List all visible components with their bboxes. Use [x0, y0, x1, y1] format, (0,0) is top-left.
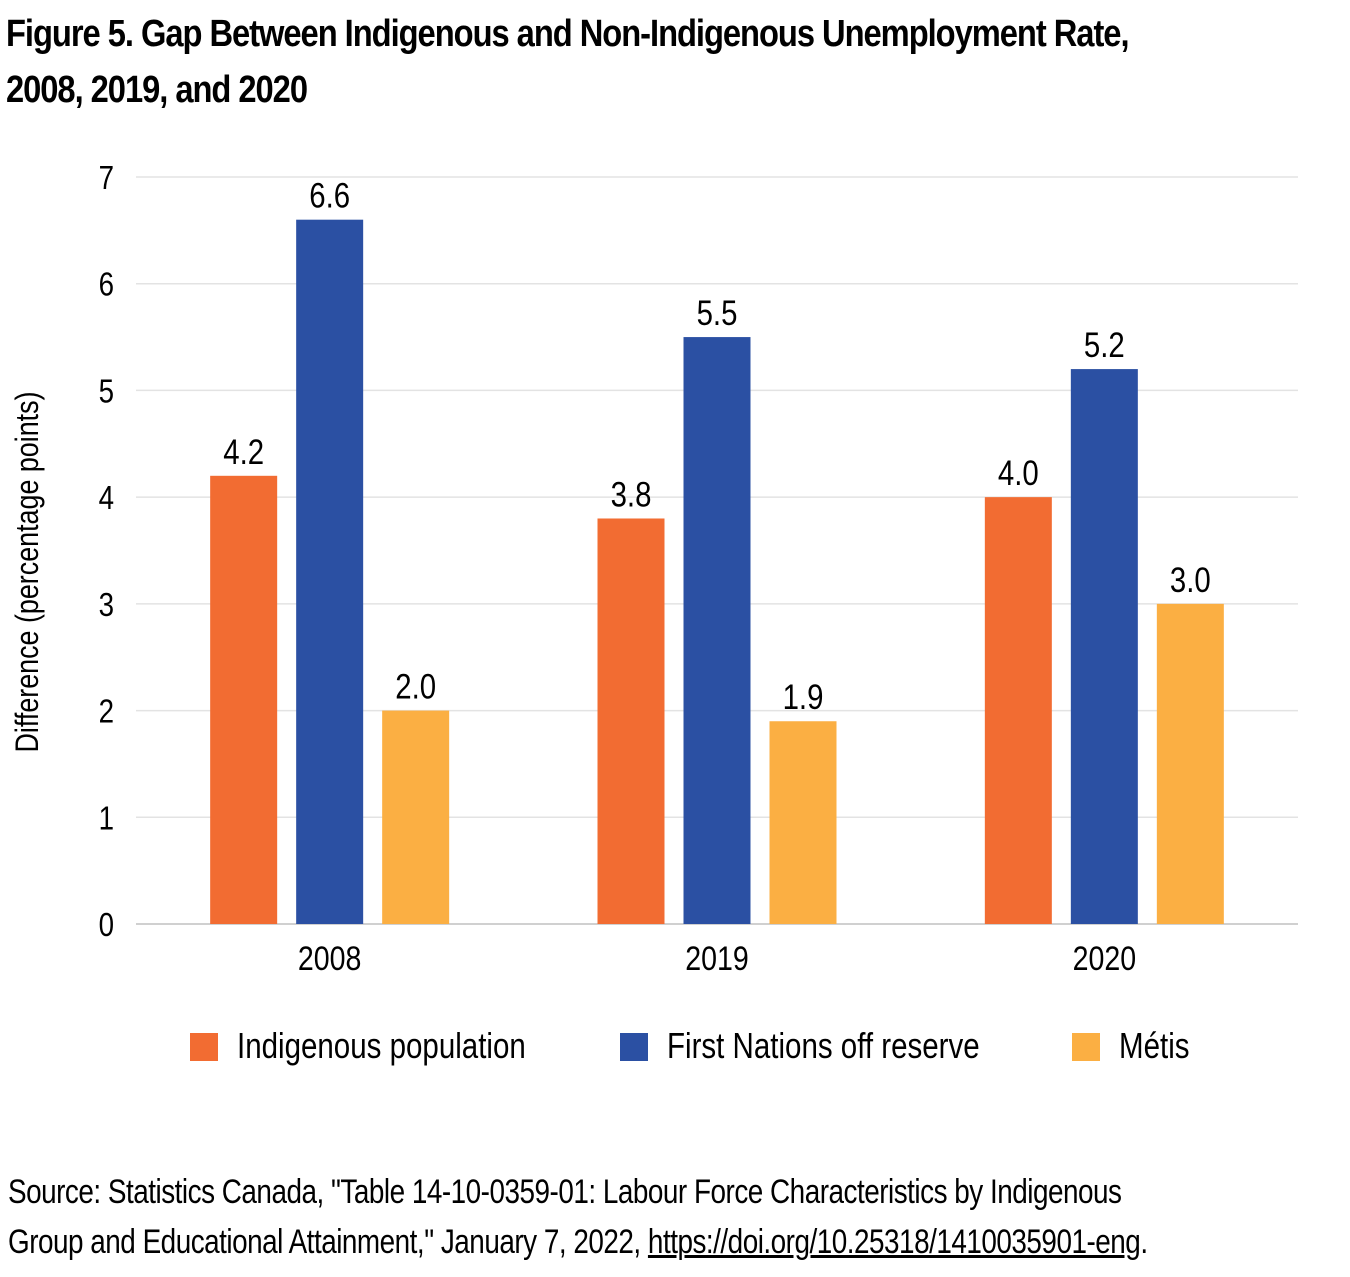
bar-2020-0	[984, 497, 1052, 924]
bar-2020-1	[1070, 369, 1138, 925]
bar-value-label: 4.2	[223, 432, 264, 471]
bar-value-label: 5.5	[697, 294, 738, 333]
chart-title: Figure 5. Gap Between Indigenous and Non…	[6, 6, 1158, 118]
bar-2019-0	[597, 518, 665, 924]
y-tick-label: 7	[99, 160, 114, 197]
y-tick-label: 5	[99, 373, 114, 410]
legend-swatch	[620, 1033, 648, 1061]
x-tick-label: 2019	[685, 940, 749, 978]
source-note: Source: Statistics Canada, "Table 14-10-…	[8, 1167, 1156, 1267]
bar-value-labels: 4.2 6.6 2.0 3.8 5.5 1.9 4.0 5.2 3.0	[223, 176, 1211, 717]
bar-value-label: 2.0	[395, 667, 436, 706]
bar-2019-1	[683, 337, 751, 925]
bar-2008-2	[382, 710, 450, 924]
legend-label: Métis	[1119, 1025, 1190, 1065]
legend-label: First Nations off reserve	[667, 1025, 980, 1065]
bar-value-label: 5.2	[1084, 326, 1125, 365]
chart-title-line-2: 2008, 2019, and 2020	[6, 69, 308, 111]
y-axis-label: Difference (percentage points)	[10, 391, 46, 752]
bar-value-label: 3.0	[1170, 560, 1211, 599]
bar-2008-1	[296, 219, 364, 924]
bar-value-label: 1.9	[783, 678, 824, 717]
x-axis-ticks: 2008 2019 2020	[298, 940, 1136, 978]
source-line-2: Group and Educational Attainment," Janua…	[8, 1217, 1156, 1267]
y-axis-ticks: 0 1 2 3 4 5 6 7	[99, 160, 114, 944]
y-tick-label: 3	[99, 587, 114, 624]
bar-value-label: 6.6	[309, 176, 350, 215]
source-link[interactable]: https://doi.org/10.25318/1410035901-eng	[647, 1223, 1141, 1261]
y-tick-label: 1	[99, 800, 114, 837]
source-line-1: Source: Statistics Canada, "Table 14-10-…	[8, 1173, 1122, 1211]
x-tick-label: 2020	[1073, 940, 1137, 978]
y-tick-label: 0	[99, 907, 114, 944]
legend-label: Indigenous population	[237, 1025, 526, 1065]
chart-title-line-1: Figure 5. Gap Between Indigenous and Non…	[6, 13, 1130, 55]
bar-2008-0	[210, 475, 278, 924]
bar-2020-2	[1156, 603, 1224, 924]
bar-value-label: 3.8	[611, 475, 652, 514]
legend-swatch	[1072, 1033, 1100, 1061]
legend-swatch	[190, 1033, 218, 1061]
y-tick-label: 6	[99, 266, 114, 303]
x-tick-label: 2008	[298, 940, 362, 978]
y-tick-label: 2	[99, 693, 114, 730]
bar-value-label: 4.0	[998, 454, 1039, 493]
legend: Indigenous population First Nations off r…	[190, 1025, 1190, 1066]
bars	[210, 219, 1224, 925]
y-tick-label: 4	[99, 480, 114, 517]
bar-chart: 0 1 2 3 4 5 6 7 4.2 6.6 2.0 3.8 5.5 1.9 4.0 5.2 3.0 200…	[10, 160, 1298, 1066]
source-line-2-text: Group and Educational Attainment," Janua…	[8, 1223, 648, 1261]
source-line-2-suffix: .	[1140, 1223, 1148, 1261]
bar-2019-2	[769, 721, 837, 924]
